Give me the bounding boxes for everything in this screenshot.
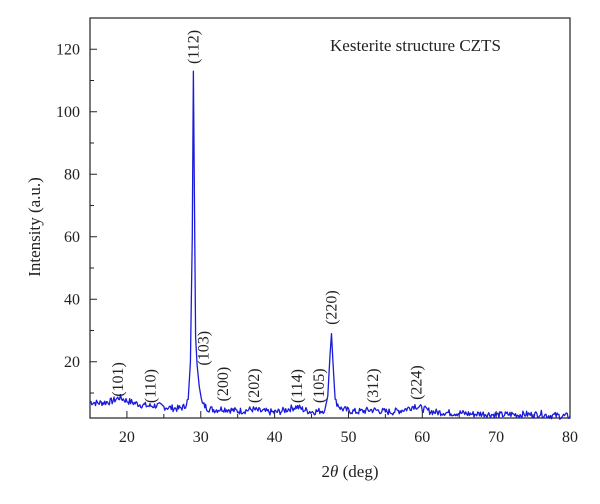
y-tick-label: 80 [64, 166, 80, 183]
chart-svg: 20 30 40 50 60 70 8020406080100120 (101) (110)(… [0, 0, 600, 504]
x-tick-label: 60 [414, 429, 430, 446]
y-tick-label: 120 [56, 41, 80, 58]
peak-label: (220) [324, 290, 341, 325]
x-axis-label-prefix: 2 [322, 462, 331, 481]
x-axis-label-suffix: (deg) [338, 462, 378, 481]
x-tick-label: 40 [267, 429, 283, 446]
labels-layer: (101) (110) (112) (103)(200) (202) (114) (105)… [110, 30, 425, 403]
x-tick-label: 80 [562, 429, 578, 446]
peak-label: (110) [143, 369, 160, 403]
y-axis-label: Intensity (a.u.) [25, 177, 44, 277]
xrd-chart: 20 30 40 50 60 70 80 20 40 60 80 100 120 (101) (110)(… [0, 0, 600, 504]
xrd-series-line [90, 71, 570, 419]
x-tick-label: 70 [488, 429, 504, 446]
y-tick-label: 100 [56, 104, 80, 121]
y-tick-label: 20 [64, 354, 80, 371]
peak-label: (114) [289, 369, 306, 403]
peak-label: (101) [110, 362, 127, 397]
peak-label: (312) [365, 368, 382, 403]
peak-label: (105) [311, 368, 328, 403]
y-tick-label: 40 [64, 291, 80, 308]
x-tick-label: 30 [193, 429, 209, 446]
series-layer [90, 71, 570, 419]
peak-label: (103) [196, 331, 213, 366]
x-axis-label-symbol: θ [330, 462, 338, 481]
peak-label: (224) [408, 365, 425, 400]
x-axis-label: 2θ (deg) [322, 462, 379, 481]
peak-label: (200) [215, 367, 232, 402]
y-tick-label: 60 [64, 229, 80, 246]
chart-annotation-title: Kesterite structure CZTS [330, 36, 501, 55]
x-tick-label: 20 [119, 429, 135, 446]
peak-label: (112) [185, 30, 202, 64]
x-tick-label: 50 [340, 429, 356, 446]
peak-label: (202) [246, 368, 263, 403]
